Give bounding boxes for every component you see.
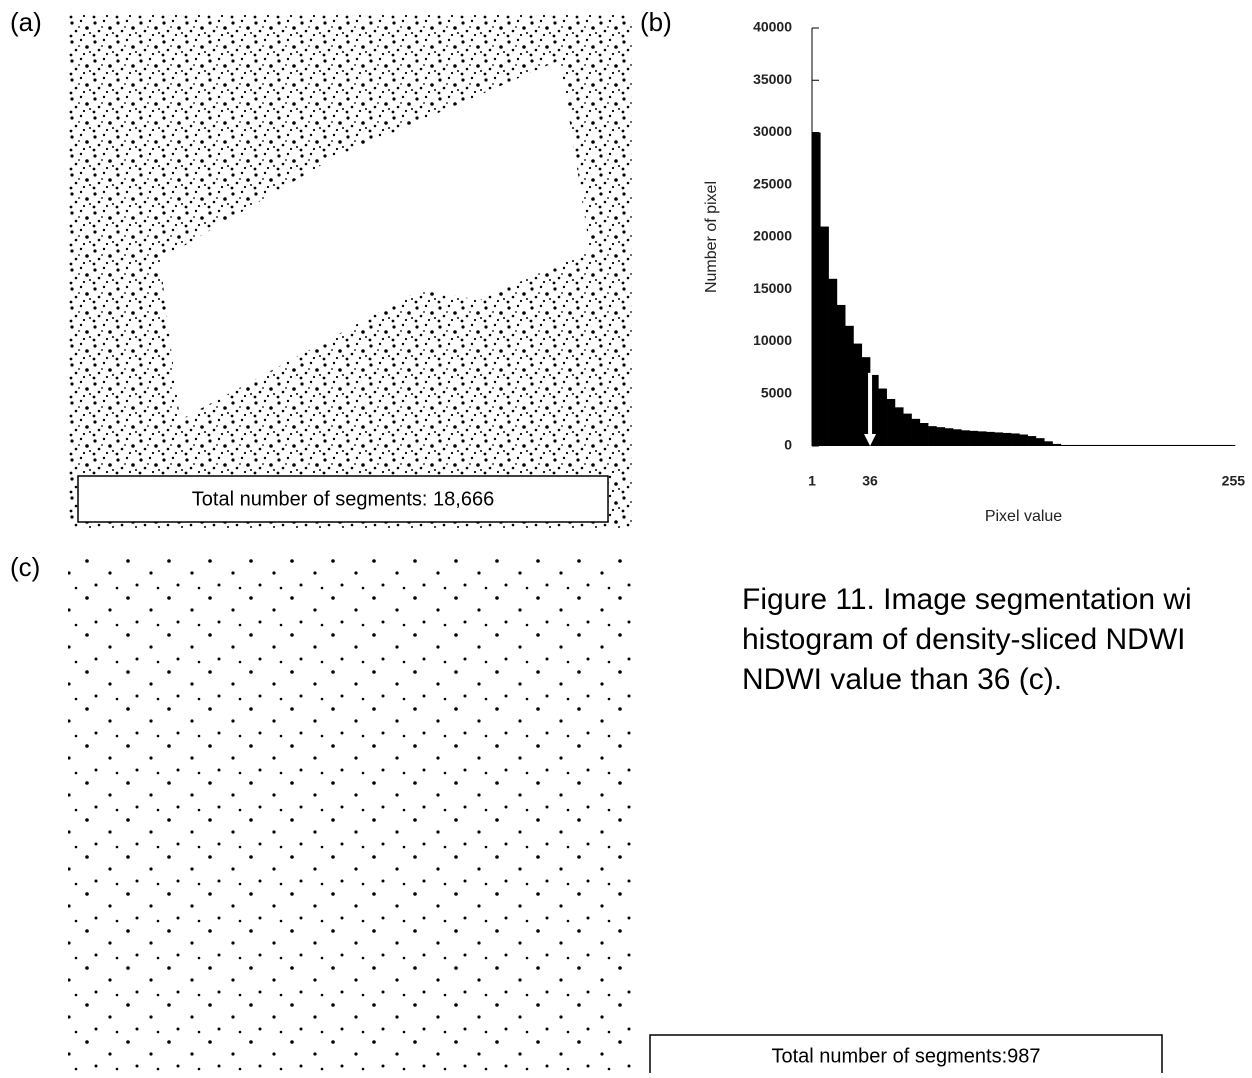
bar bbox=[1118, 444, 1128, 446]
bar bbox=[1176, 444, 1186, 446]
bar bbox=[1052, 443, 1062, 446]
bar bbox=[1168, 444, 1178, 446]
x-tick-label: 255 bbox=[1222, 473, 1246, 489]
x-tick-label: 36 bbox=[862, 473, 878, 489]
annotation-box bbox=[649, 1034, 1163, 1078]
caption-line: histogram of density-sliced NDWI bbox=[742, 623, 1185, 656]
bar bbox=[911, 418, 921, 446]
bar bbox=[886, 398, 896, 446]
bar bbox=[836, 304, 846, 446]
y-tick-label: 20000 bbox=[753, 228, 792, 244]
bar bbox=[1077, 444, 1087, 446]
bar bbox=[1027, 436, 1037, 446]
bar bbox=[1085, 444, 1095, 446]
bar bbox=[928, 426, 937, 446]
bar bbox=[944, 428, 954, 446]
bar bbox=[894, 407, 904, 446]
bar bbox=[977, 431, 987, 446]
bar bbox=[936, 427, 946, 446]
annotation-text: Total number of segments:987 bbox=[771, 1045, 1040, 1067]
y-tick-label: 40000 bbox=[753, 19, 792, 35]
bar bbox=[1019, 434, 1028, 446]
bar bbox=[812, 132, 821, 446]
bar bbox=[1127, 444, 1136, 446]
bar bbox=[1069, 444, 1078, 446]
threshold-arrowhead bbox=[864, 434, 877, 446]
y-tick-label: 30000 bbox=[753, 123, 792, 139]
bar bbox=[919, 423, 929, 446]
y-tick-label: 25000 bbox=[753, 175, 792, 191]
bar bbox=[820, 226, 829, 446]
caption-line: NDWI value than 36 (c). bbox=[742, 663, 1062, 696]
x-tick-label: 1 bbox=[808, 473, 816, 489]
y-tick-label: 5000 bbox=[761, 384, 792, 400]
bar bbox=[969, 430, 979, 446]
image-clear-area bbox=[160, 60, 590, 420]
y-tick-label: 35000 bbox=[753, 71, 792, 87]
annotation-box bbox=[77, 475, 609, 523]
bar bbox=[986, 431, 995, 446]
bar bbox=[1193, 444, 1203, 446]
bar bbox=[1210, 444, 1219, 446]
x-axis-label: Pixel value bbox=[985, 508, 1062, 525]
y-tick-label: 0 bbox=[784, 437, 792, 453]
bar bbox=[1110, 444, 1120, 446]
bar bbox=[1185, 444, 1194, 446]
bar bbox=[1035, 438, 1045, 446]
bar bbox=[953, 429, 962, 446]
bar bbox=[1226, 444, 1236, 446]
bar bbox=[861, 357, 871, 446]
caption-line: Figure 11. Image segmentation wi bbox=[742, 583, 1192, 616]
bar bbox=[1094, 444, 1103, 446]
bar bbox=[1102, 444, 1111, 446]
bar bbox=[845, 325, 854, 446]
bar bbox=[1201, 444, 1211, 446]
y-axis-label: Number of pixel bbox=[703, 181, 720, 293]
bar bbox=[1152, 444, 1161, 446]
bar bbox=[1218, 444, 1228, 446]
bar bbox=[1044, 441, 1053, 446]
panel-label: (c) bbox=[10, 552, 40, 582]
bar bbox=[961, 430, 970, 446]
y-tick-label: 15000 bbox=[753, 280, 792, 296]
bar bbox=[853, 343, 863, 446]
annotation-text: Total number of segments: 18,666 bbox=[192, 488, 494, 510]
bar bbox=[1160, 444, 1169, 446]
bar bbox=[878, 388, 887, 446]
bar bbox=[1135, 444, 1145, 446]
bar bbox=[870, 374, 879, 446]
bar bbox=[994, 432, 1004, 446]
panel-label: (b) bbox=[640, 7, 672, 37]
segmentation-image bbox=[68, 555, 632, 1073]
bar bbox=[903, 413, 912, 446]
y-tick-label: 10000 bbox=[753, 332, 792, 348]
bar bbox=[1002, 432, 1012, 446]
panel-label: (a) bbox=[10, 7, 42, 37]
bar bbox=[1143, 444, 1153, 446]
bar bbox=[1011, 433, 1020, 446]
bar bbox=[828, 278, 838, 446]
bar bbox=[1060, 444, 1070, 446]
